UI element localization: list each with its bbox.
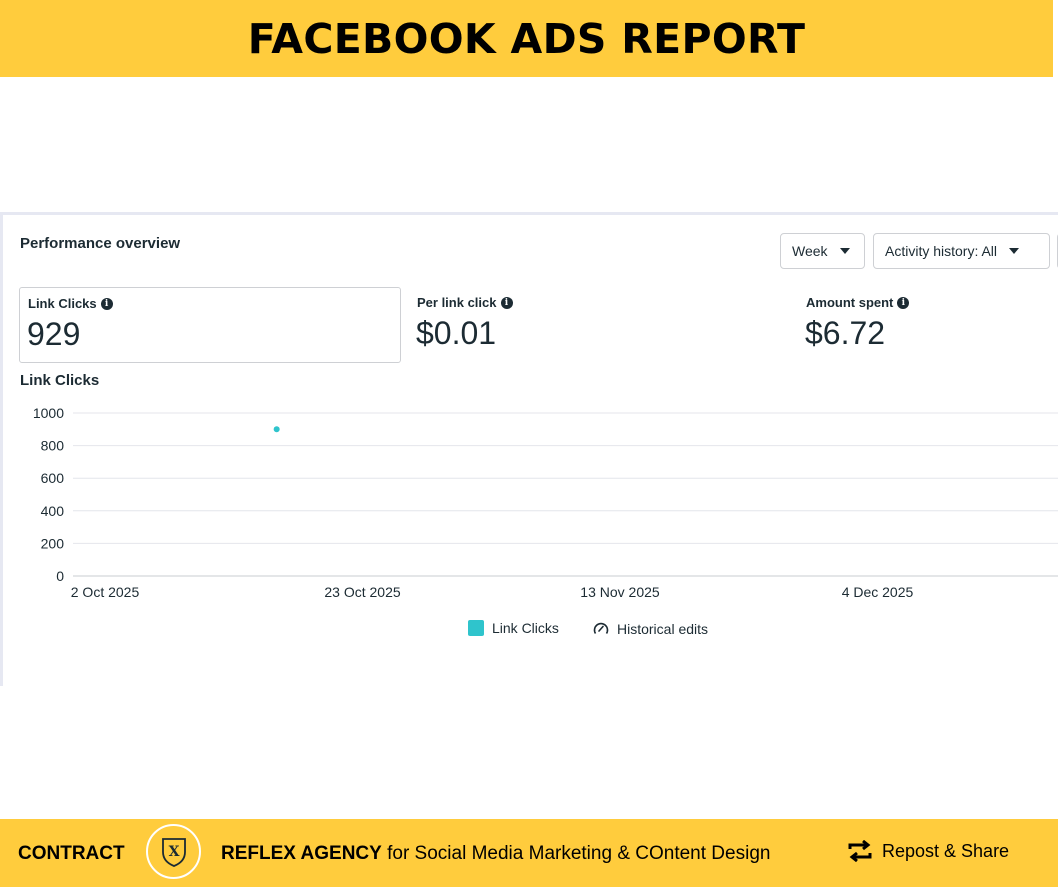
activity-dropdown-label: Activity history: All [885,243,998,259]
activity-history-dropdown[interactable]: Activity history: All [873,233,1050,269]
x-tick-label: 13 Nov 2025 [580,584,660,600]
y-tick-label: 0 [56,568,64,584]
metric-link-clicks[interactable]: Link Clicks i 929 [19,287,401,363]
y-tick-label: 600 [41,470,65,486]
report-header-banner: FACEBOOK ADS REPORT [0,0,1053,77]
metric-label: Per link click [417,295,497,310]
metric-label-wrap: Amount spent i [806,295,910,310]
metric-per-link-click[interactable]: Per link click i $0.01 [409,287,769,363]
footer-banner: CONTRACT X REFLEX AGENCY for Social Medi… [0,819,1058,887]
x-tick-label: 23 Oct 2025 [324,584,400,600]
period-dropdown-label: Week [792,243,828,259]
y-tick-label: 800 [41,438,65,454]
metric-label: Amount spent [806,295,894,310]
metric-label-wrap: Per link click i [417,295,513,310]
y-tick-label: 1000 [33,405,64,421]
period-dropdown[interactable]: Week [780,233,865,269]
agency-logo: X [146,824,201,879]
contract-label: CONTRACT [18,843,125,864]
metric-amount-spent[interactable]: Amount spent i $6.72 [798,287,1048,363]
chart-legend: Link Clicks Historical edits [3,620,1058,640]
info-icon[interactable]: i [500,296,513,309]
historical-edits-icon [593,622,609,634]
agency-tagline: REFLEX AGENCY for Social Media Marketing… [221,843,770,865]
legend-label: Historical edits [617,621,709,637]
caret-down-icon [839,248,850,254]
info-icon[interactable]: i [100,297,113,310]
link-clicks-chart: 1000 800 600 400 200 0 2 Oct 2025 23 Oct 2025 13… [33,405,1058,600]
metric-label-wrap: Link Clicks i [28,296,113,311]
metric-value: $0.01 [416,315,497,351]
y-tick-label: 400 [41,503,65,519]
info-icon[interactable]: i [897,296,910,309]
shield-logo-icon: X [161,837,186,867]
metric-value: $6.72 [805,315,886,351]
repost-share-button[interactable]: Repost & Share [846,840,1009,862]
agency-name: REFLEX AGENCY [221,843,382,864]
legend-item-historical-edits[interactable]: Historical edits [592,620,708,638]
y-tick-label: 200 [41,535,65,551]
chart-title: Link Clicks [20,372,100,389]
report-title: FACEBOOK ADS REPORT [247,14,806,63]
legend-item-link-clicks[interactable]: Link Clicks [468,620,559,636]
caret-down-icon [1009,248,1020,254]
share-label: Repost & Share [882,840,1010,861]
metric-value: 929 [27,316,81,352]
agency-description: for Social Media Marketing & COntent Des… [381,843,771,864]
data-point[interactable] [273,426,280,433]
performance-overview-panel: Performance overview Week Activity histo… [0,212,1058,686]
x-tick-label: 2 Oct 2025 [71,584,140,600]
metric-label: Link Clicks [28,296,97,311]
x-tick-label: 4 Dec 2025 [842,584,914,600]
legend-swatch [468,620,484,636]
logo-letter: X [168,844,179,860]
panel-title: Performance overview [20,235,181,252]
legend-label: Link Clicks [492,620,559,636]
repost-icon [848,840,872,862]
